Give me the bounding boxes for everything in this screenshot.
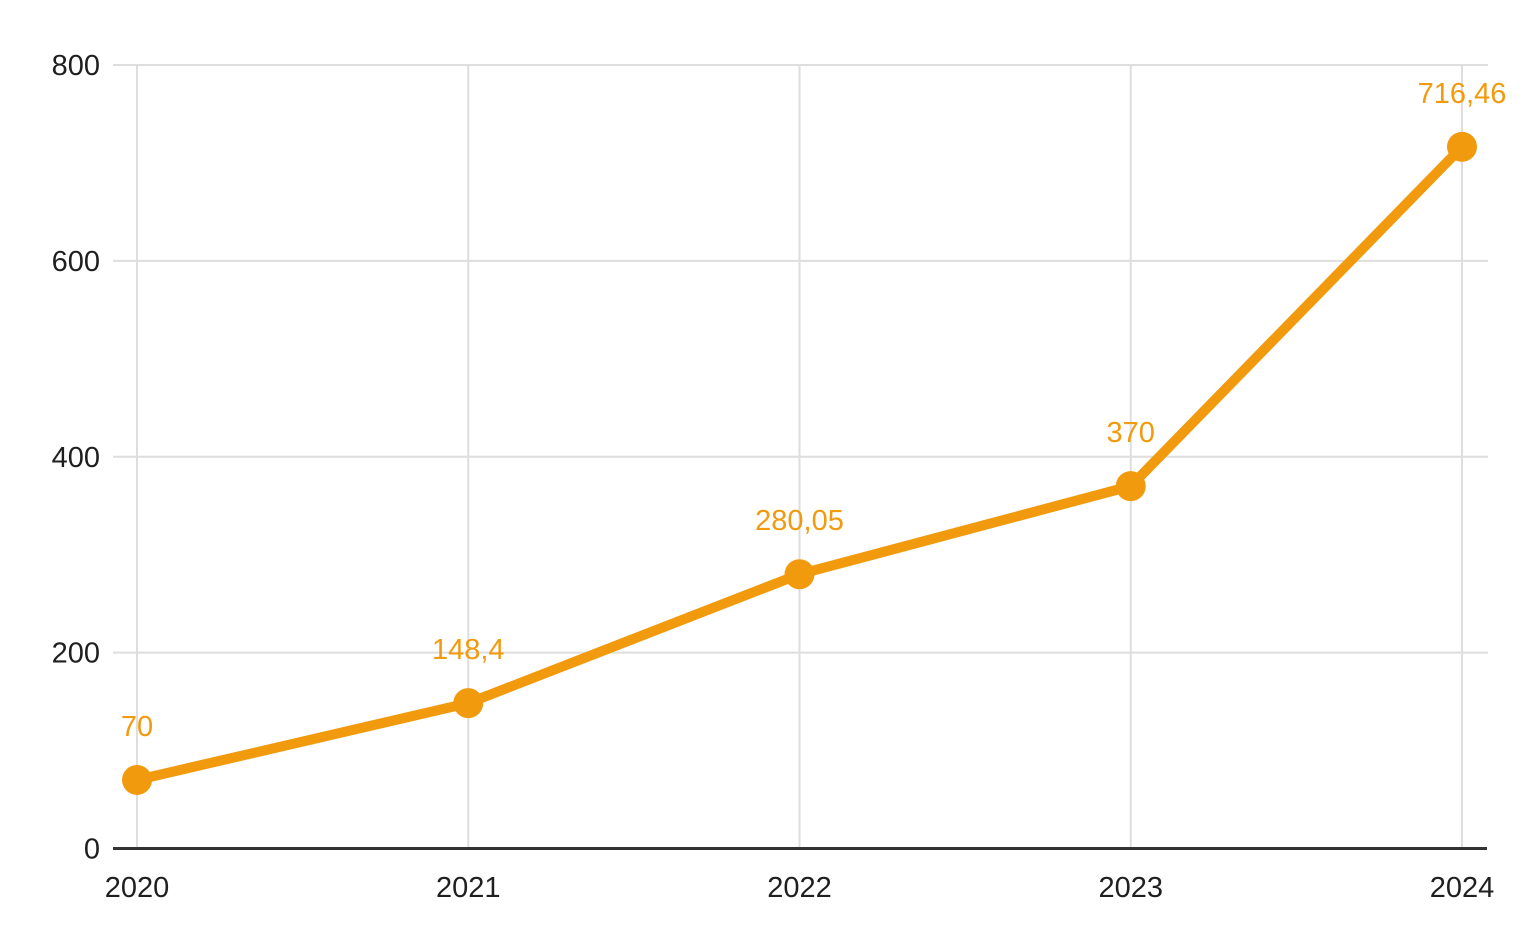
data-point-labels: 70 148,4 280,05 370 716,46 <box>121 78 1506 743</box>
data-point[interactable] <box>453 688 484 719</box>
y-tick-label: 800 <box>52 50 100 82</box>
x-tick-label: 2023 <box>1098 872 1163 904</box>
data-point-label: 716,46 <box>1418 78 1507 110</box>
x-tick-label: 2024 <box>1430 872 1495 904</box>
horizontal-gridlines <box>113 64 1488 654</box>
data-point-label: 370 <box>1107 417 1155 449</box>
data-points <box>122 131 1477 795</box>
data-point[interactable] <box>784 559 815 590</box>
x-axis-tick-labels: 2020 2021 2022 2023 2024 <box>105 872 1495 904</box>
data-point[interactable] <box>122 764 152 795</box>
x-tick-label: 2021 <box>436 872 501 904</box>
data-point-label: 280,05 <box>755 505 844 537</box>
y-tick-label: 600 <box>52 246 100 278</box>
y-tick-label: 400 <box>52 442 100 474</box>
x-tick-label: 2022 <box>767 872 832 904</box>
y-tick-label: 200 <box>52 638 100 670</box>
x-tick-label: 2020 <box>105 872 170 904</box>
data-point[interactable] <box>1115 471 1146 502</box>
data-point-label: 70 <box>121 711 153 743</box>
data-point[interactable] <box>1447 131 1477 162</box>
y-tick-label: 0 <box>84 834 100 866</box>
y-axis-tick-labels: 0 200 400 600 800 <box>52 50 100 866</box>
data-point-label: 148,4 <box>432 634 505 666</box>
